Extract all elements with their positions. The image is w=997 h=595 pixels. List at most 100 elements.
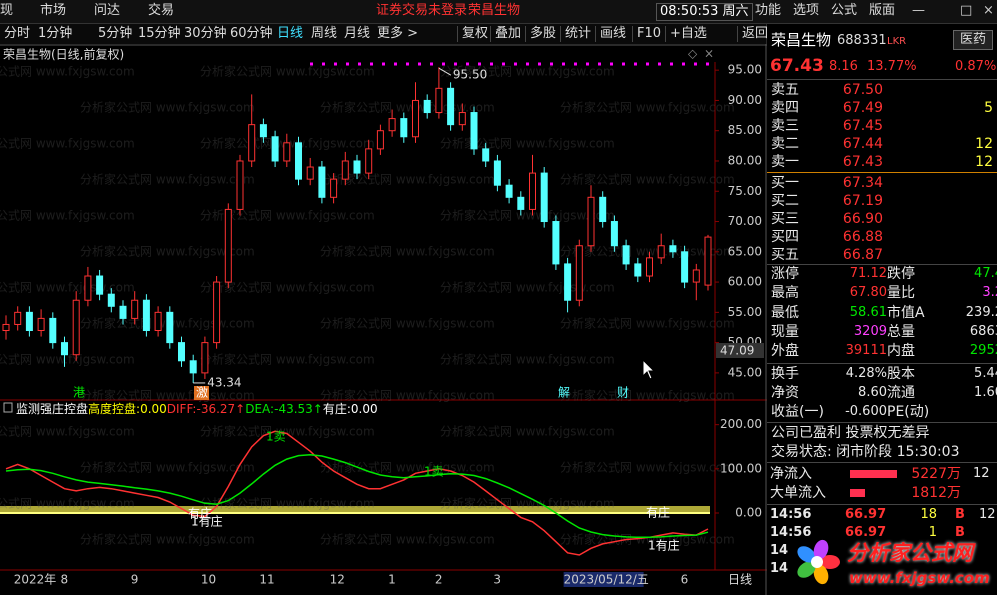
candle-body <box>599 196 607 223</box>
stat-label: 收益(一) <box>771 404 824 421</box>
x-tick-label: 3 <box>493 573 501 587</box>
flow-value: 5227万 <box>911 466 961 482</box>
side-pct: 0.87% <box>955 59 997 74</box>
watermark: 分析家公式网 www.fxjgsw.com <box>0 424 135 439</box>
series-trend: ↑ <box>235 402 245 416</box>
watermark: 分析家公式网 www.fxjgsw.com <box>0 208 135 223</box>
menu-item[interactable]: 功能 <box>755 3 782 18</box>
tool-button[interactable]: 叠加 <box>490 26 521 42</box>
watermark: 分析家公式网 www.fxjgsw.com <box>80 532 255 547</box>
candle-body <box>142 299 150 332</box>
tool-button[interactable]: 画线 <box>595 26 626 42</box>
toolbar: 分时 1分钟 5分钟 15分钟 30分钟 60分钟 日线 周线 月线 更多 > 复权 叠加 多股 统计 画线… <box>0 24 768 44</box>
menu-item[interactable]: 交易 <box>148 3 175 18</box>
window-button[interactable]: × <box>983 3 994 18</box>
period-tab[interactable]: 日线 <box>277 26 304 41</box>
flow-value: 1812万 <box>911 485 961 501</box>
menu-item[interactable]: 选项 <box>793 3 820 18</box>
y-tick-label: 0.00 <box>735 506 762 520</box>
candle-body <box>166 311 174 344</box>
tool-button[interactable]: 多股 <box>525 26 556 42</box>
stat-value: 2952 <box>969 343 997 359</box>
event-label: 财 <box>617 386 629 400</box>
stat-value: 1.60 <box>974 384 997 400</box>
candle-body <box>295 142 302 180</box>
stat-label: 股本 <box>887 365 915 382</box>
menu-item[interactable]: 公式 <box>831 3 858 18</box>
candle-body <box>376 130 384 150</box>
menu-item[interactable]: 版面 <box>869 3 896 18</box>
period-tab[interactable]: 分时 <box>4 26 31 41</box>
icon-diamond[interactable]: ◇ <box>688 47 698 61</box>
flow-bar <box>850 470 897 478</box>
login-status[interactable]: 证券交易未登录 <box>376 3 468 18</box>
period-tab[interactable]: 周线 <box>311 26 338 41</box>
candle-body <box>271 136 279 162</box>
flow-label: 净流入 <box>770 466 812 482</box>
icon-close[interactable]: × <box>704 47 714 61</box>
candle-body <box>248 124 256 162</box>
annotation-label: 43.34 <box>207 375 241 389</box>
watermark: 分析家公式网 www.fxjgsw.com <box>440 136 615 151</box>
signal-label: 1有庄 <box>191 514 223 529</box>
stat-label: 内盘 <box>887 343 915 360</box>
stat-label: 换手 <box>771 365 799 382</box>
book-volume: 12 <box>975 136 993 152</box>
watermark: 分析家公式网 www.fxjgsw.com <box>560 388 735 403</box>
period-tab[interactable]: 月线 <box>344 26 371 41</box>
window-button[interactable]: — <box>912 3 925 18</box>
candle-body <box>400 118 408 138</box>
book-price: 66.90 <box>842 211 883 227</box>
watermark: 分析家公式网 www.fxjgsw.com <box>320 388 495 403</box>
candle-body <box>388 118 396 132</box>
y-tick-label: 65.00 <box>728 244 762 258</box>
period-tab[interactable]: 1分钟 <box>38 26 73 41</box>
legend-icon <box>3 402 13 413</box>
candle-body <box>37 317 45 332</box>
candle-body <box>681 251 689 283</box>
candle-body <box>564 263 572 301</box>
tool-button[interactable]: 复权 <box>457 26 488 42</box>
menu-stock: 荣昌生物 <box>468 3 521 18</box>
chart-title: 荣昌生物(日线,前复权) <box>3 47 124 62</box>
logo-url: www.fxjgsw.com <box>849 569 990 587</box>
menu-item[interactable]: 现 <box>0 3 14 18</box>
sector-button[interactable]: 医药 <box>953 30 994 50</box>
watermark: 分析家公式网 www.fxjgsw.com <box>440 352 615 367</box>
stat-label: 量比 <box>887 285 915 302</box>
trade-time: 14:56 <box>770 507 812 522</box>
period-tab[interactable]: 30分钟 <box>184 26 227 41</box>
stat-value: - <box>943 404 997 420</box>
period-tab[interactable]: 更多 > <box>377 26 419 41</box>
period-tab[interactable]: 60分钟 <box>230 26 273 41</box>
indicator-name: 高度控盘: <box>88 401 140 416</box>
tool-button[interactable]: +自选 <box>665 26 707 42</box>
watermark: 分析家公式网 www.fxjgsw.com <box>320 244 495 259</box>
candle-body <box>493 160 501 186</box>
period-tab[interactable]: 15分钟 <box>138 26 181 41</box>
candle-body <box>458 112 466 126</box>
watermark: 分析家公式网 www.fxjgsw.com <box>440 208 615 223</box>
date-highlight <box>563 572 644 587</box>
stock-badge: LKR <box>887 36 907 47</box>
menu-item[interactable]: 市场 <box>40 3 67 18</box>
window-button[interactable]: □ <box>960 3 973 18</box>
y-tick-label: 45.00 <box>728 365 762 379</box>
book-label: 买二 <box>771 193 799 209</box>
menu-item[interactable]: 问达 <box>94 3 121 18</box>
status-text: 交易状态: 闭市阶段 15:30:03 <box>771 444 960 460</box>
stock-name: 荣昌生物 <box>771 31 832 49</box>
candle-body <box>412 99 419 138</box>
y-tick-label: 200.00 <box>720 417 762 431</box>
candle-body <box>423 99 431 114</box>
tool-button[interactable]: F10 <box>632 26 661 42</box>
book-price: 67.19 <box>842 193 883 209</box>
tool-button[interactable]: 统计 <box>560 26 591 42</box>
event-badge <box>194 386 209 400</box>
period-tab[interactable]: 5分钟 <box>98 26 133 41</box>
candle-body <box>470 112 478 150</box>
tool-button[interactable]: 返回 <box>737 26 768 42</box>
candle-body <box>669 245 677 253</box>
flow-extra: 12 <box>973 466 990 481</box>
flow-label: 大单流入 <box>770 485 826 501</box>
